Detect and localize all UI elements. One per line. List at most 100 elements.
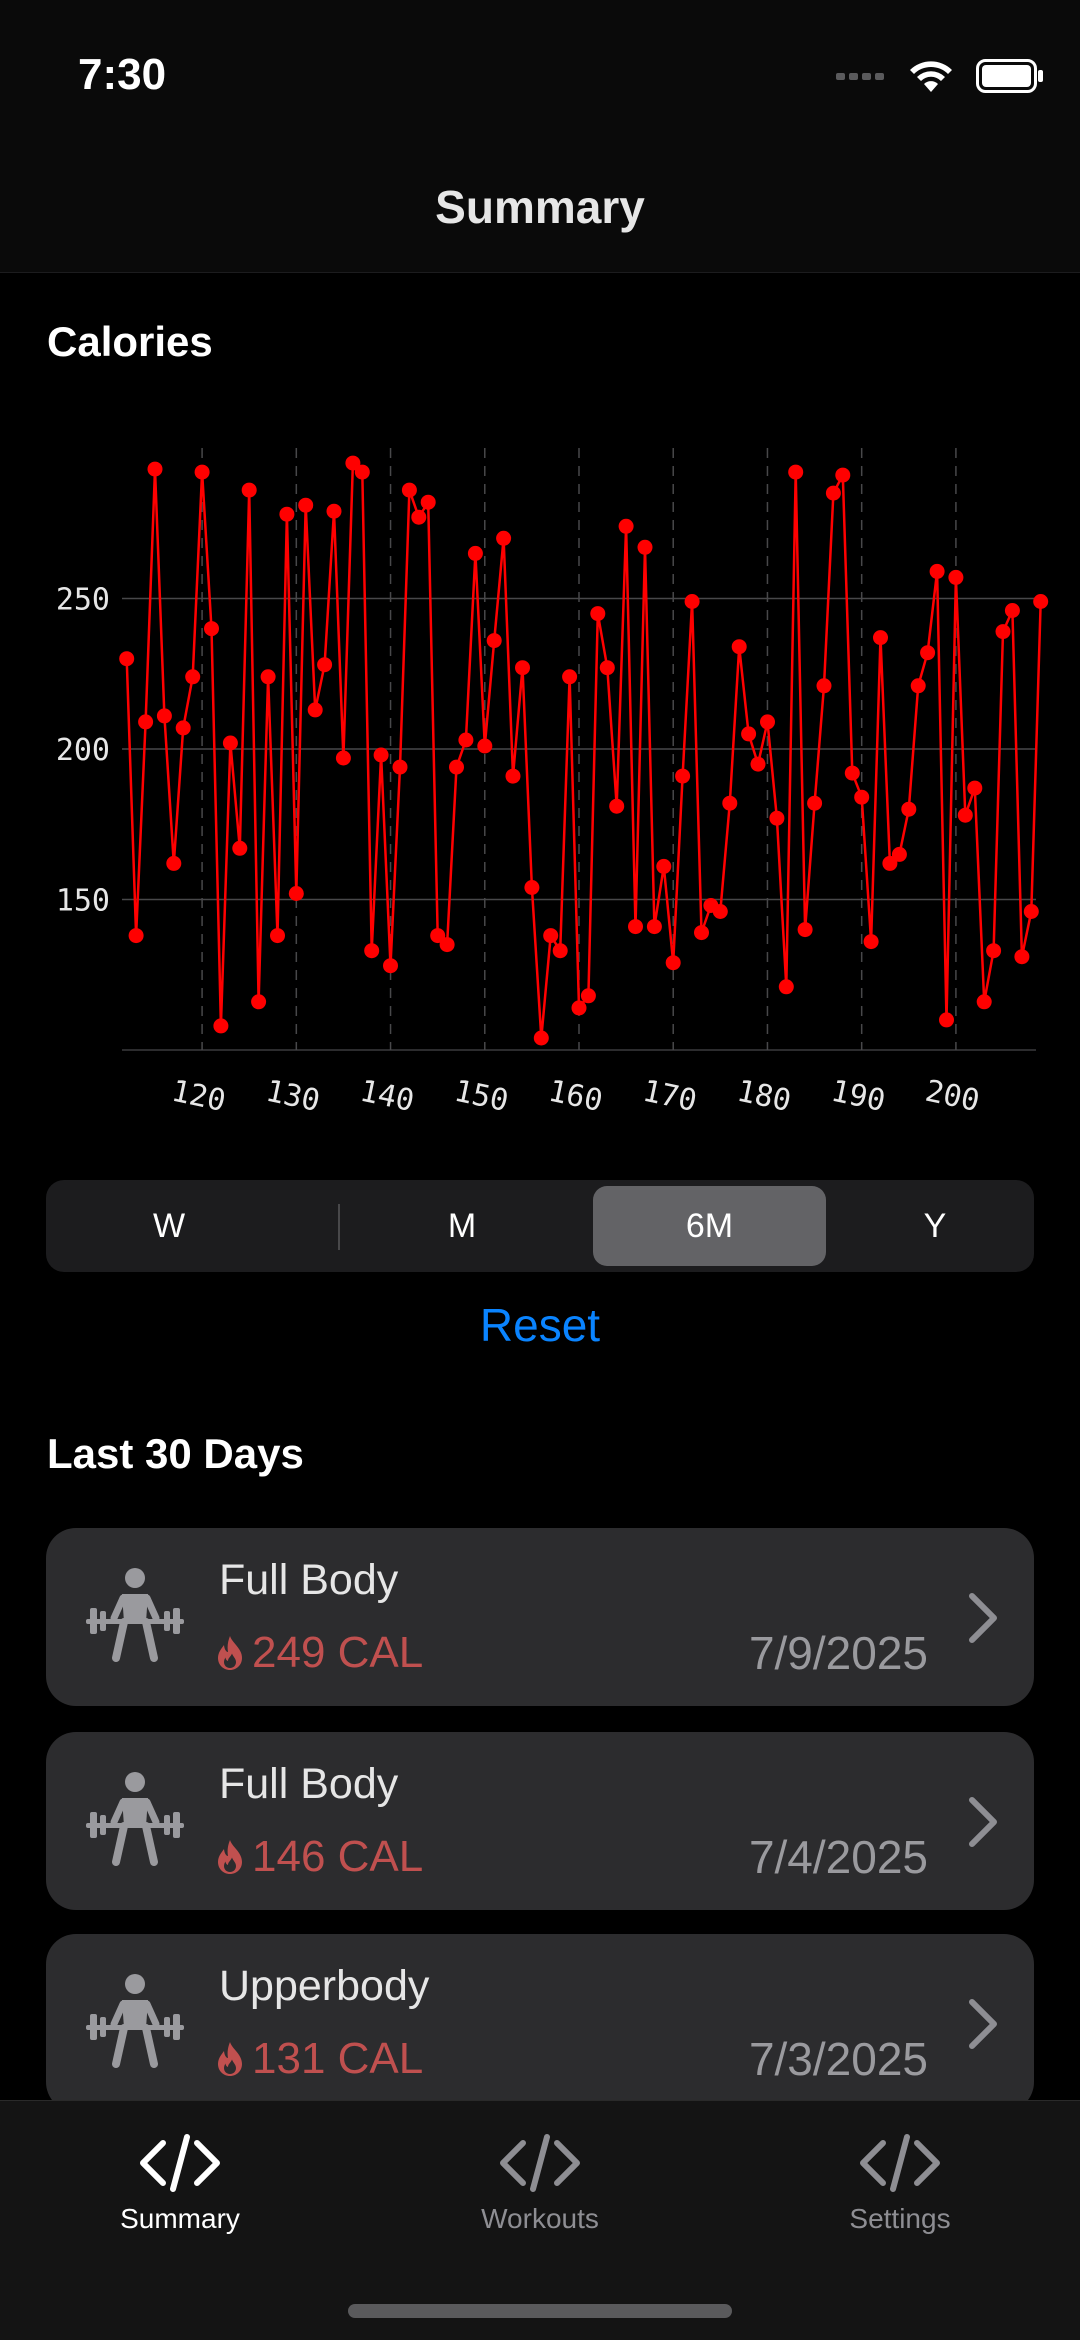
tab-settings-label: Settings (849, 2203, 951, 2234)
page-title: Summary (435, 181, 645, 233)
calories-data-point (486, 633, 502, 649)
segment-week[interactable]: W (152, 1206, 186, 1245)
wifi-icon (910, 61, 952, 92)
y-tick-label: 200 (56, 733, 110, 768)
calories-chart[interactable]: 150 200 250 120 130 140 150 160 170 180 190 200 (0, 420, 1080, 1140)
calories-data-point (477, 738, 493, 754)
segment-six-months[interactable]: 6M (685, 1206, 734, 1245)
calories-data-point (430, 928, 446, 944)
workout-date: 7/9/2025 (748, 1627, 928, 1679)
calories-data-point (618, 518, 634, 534)
tab-workouts-label: Workouts (481, 2203, 599, 2234)
calories-data-point (939, 1012, 954, 1028)
x-tick-label: 170 (640, 1074, 700, 1120)
flame-icon (218, 1840, 242, 1874)
workout-card[interactable]: Full Body 249 CAL 7/9/2025 (46, 1528, 1034, 1706)
tab-summary-label: Summary (120, 2203, 240, 2234)
chevron-right-icon (969, 1999, 997, 2049)
calories-data-point (204, 621, 219, 637)
calories-data-point (816, 678, 832, 694)
calories-data-point (505, 768, 521, 784)
x-tick-label: 190 (828, 1074, 888, 1120)
segment-month[interactable]: M (447, 1206, 477, 1245)
calories-data-point (345, 455, 361, 471)
calories-data-point (1033, 594, 1049, 609)
calories-data-point (580, 988, 596, 1004)
calories-data-point (910, 678, 926, 694)
calories-data-point (731, 639, 747, 655)
calories-data-point (863, 934, 879, 950)
calories-data-point (995, 624, 1011, 640)
calories-data-point (675, 768, 691, 784)
calories-data-point (609, 798, 625, 814)
calories-data-point (364, 943, 380, 959)
list-section-title: Last 30 Days (47, 1430, 304, 1477)
calories-data-point (175, 720, 191, 736)
calories-data-point (920, 645, 936, 661)
calories-data-point (694, 925, 709, 941)
weightlifting-icon (86, 1772, 184, 1866)
calories-data-point (646, 919, 662, 935)
tab-workouts[interactable]: Workouts (420, 2131, 660, 2251)
calories-data-point (439, 937, 455, 953)
calories-data-point (307, 702, 323, 718)
workout-title: Full Body (219, 1556, 399, 1604)
battery-icon (976, 59, 1043, 93)
calories-chart-svg: 150 200 250 120 130 140 150 160 170 180 190 200 (56, 448, 1049, 1120)
workout-calories: 249 CAL (216, 1628, 423, 1678)
home-indicator (348, 2304, 732, 2318)
calories-data-point (976, 994, 992, 1010)
x-tick-label: 160 (545, 1074, 605, 1120)
calories-data-point (901, 801, 917, 817)
code-icon (860, 2134, 940, 2192)
calories-data-point (147, 461, 163, 477)
reset-button[interactable]: Reset (479, 1299, 601, 1351)
x-tick-label: 140 (357, 1074, 417, 1120)
calories-data-point (232, 840, 248, 856)
calories-data-point (807, 795, 823, 811)
calories-data-point (656, 858, 672, 874)
calories-data-point (260, 669, 276, 685)
flame-icon (218, 1636, 242, 1670)
calories-data-point (458, 732, 474, 748)
workout-calories-value: 131 CAL (252, 2034, 424, 2083)
chart-section-title: Calories (47, 318, 213, 365)
calories-data-point (251, 994, 267, 1010)
calories-data-point (298, 497, 314, 513)
calories-data-point (317, 657, 333, 673)
tab-settings[interactable]: Settings (780, 2131, 1020, 2251)
calories-data-point (383, 958, 398, 974)
segment-selected-indicator (593, 1186, 826, 1266)
workout-card[interactable]: Full Body 146 CAL 7/4/2025 (46, 1732, 1034, 1910)
calories-data-point (524, 880, 540, 895)
calories-data-point (467, 545, 483, 561)
calories-data-point (628, 919, 643, 935)
calories-data-point (957, 807, 973, 823)
calories-data-point (533, 1030, 549, 1046)
segment-divider (338, 1204, 340, 1250)
workout-card[interactable]: Upperbody 131 CAL 7/3/2025 (46, 1934, 1034, 2112)
calories-data-point (722, 795, 738, 811)
calories-data-point (392, 759, 408, 775)
calories-data-point (948, 569, 964, 585)
calories-data-point (590, 606, 606, 622)
status-bar: 7:30 (0, 0, 1080, 150)
calories-data-point (1004, 603, 1020, 618)
calories-data-point (449, 759, 464, 775)
calories-data-point (411, 509, 427, 525)
code-icon (500, 2134, 580, 2192)
calories-data-point (873, 630, 888, 646)
tab-summary[interactable]: Summary (60, 2131, 300, 2251)
calories-data-point (194, 464, 210, 480)
workout-calories: 131 CAL (216, 2034, 423, 2084)
calories-data-point (1014, 949, 1030, 965)
segment-year[interactable]: Y (923, 1206, 947, 1245)
x-tick-label: 130 (263, 1074, 323, 1120)
calories-data-point (599, 660, 615, 676)
y-tick-label: 250 (56, 583, 110, 618)
y-tick-label: 150 (56, 884, 110, 919)
calories-data-point (788, 464, 804, 480)
workout-calories-value: 146 CAL (252, 1832, 424, 1881)
workout-title: Full Body (219, 1760, 399, 1808)
